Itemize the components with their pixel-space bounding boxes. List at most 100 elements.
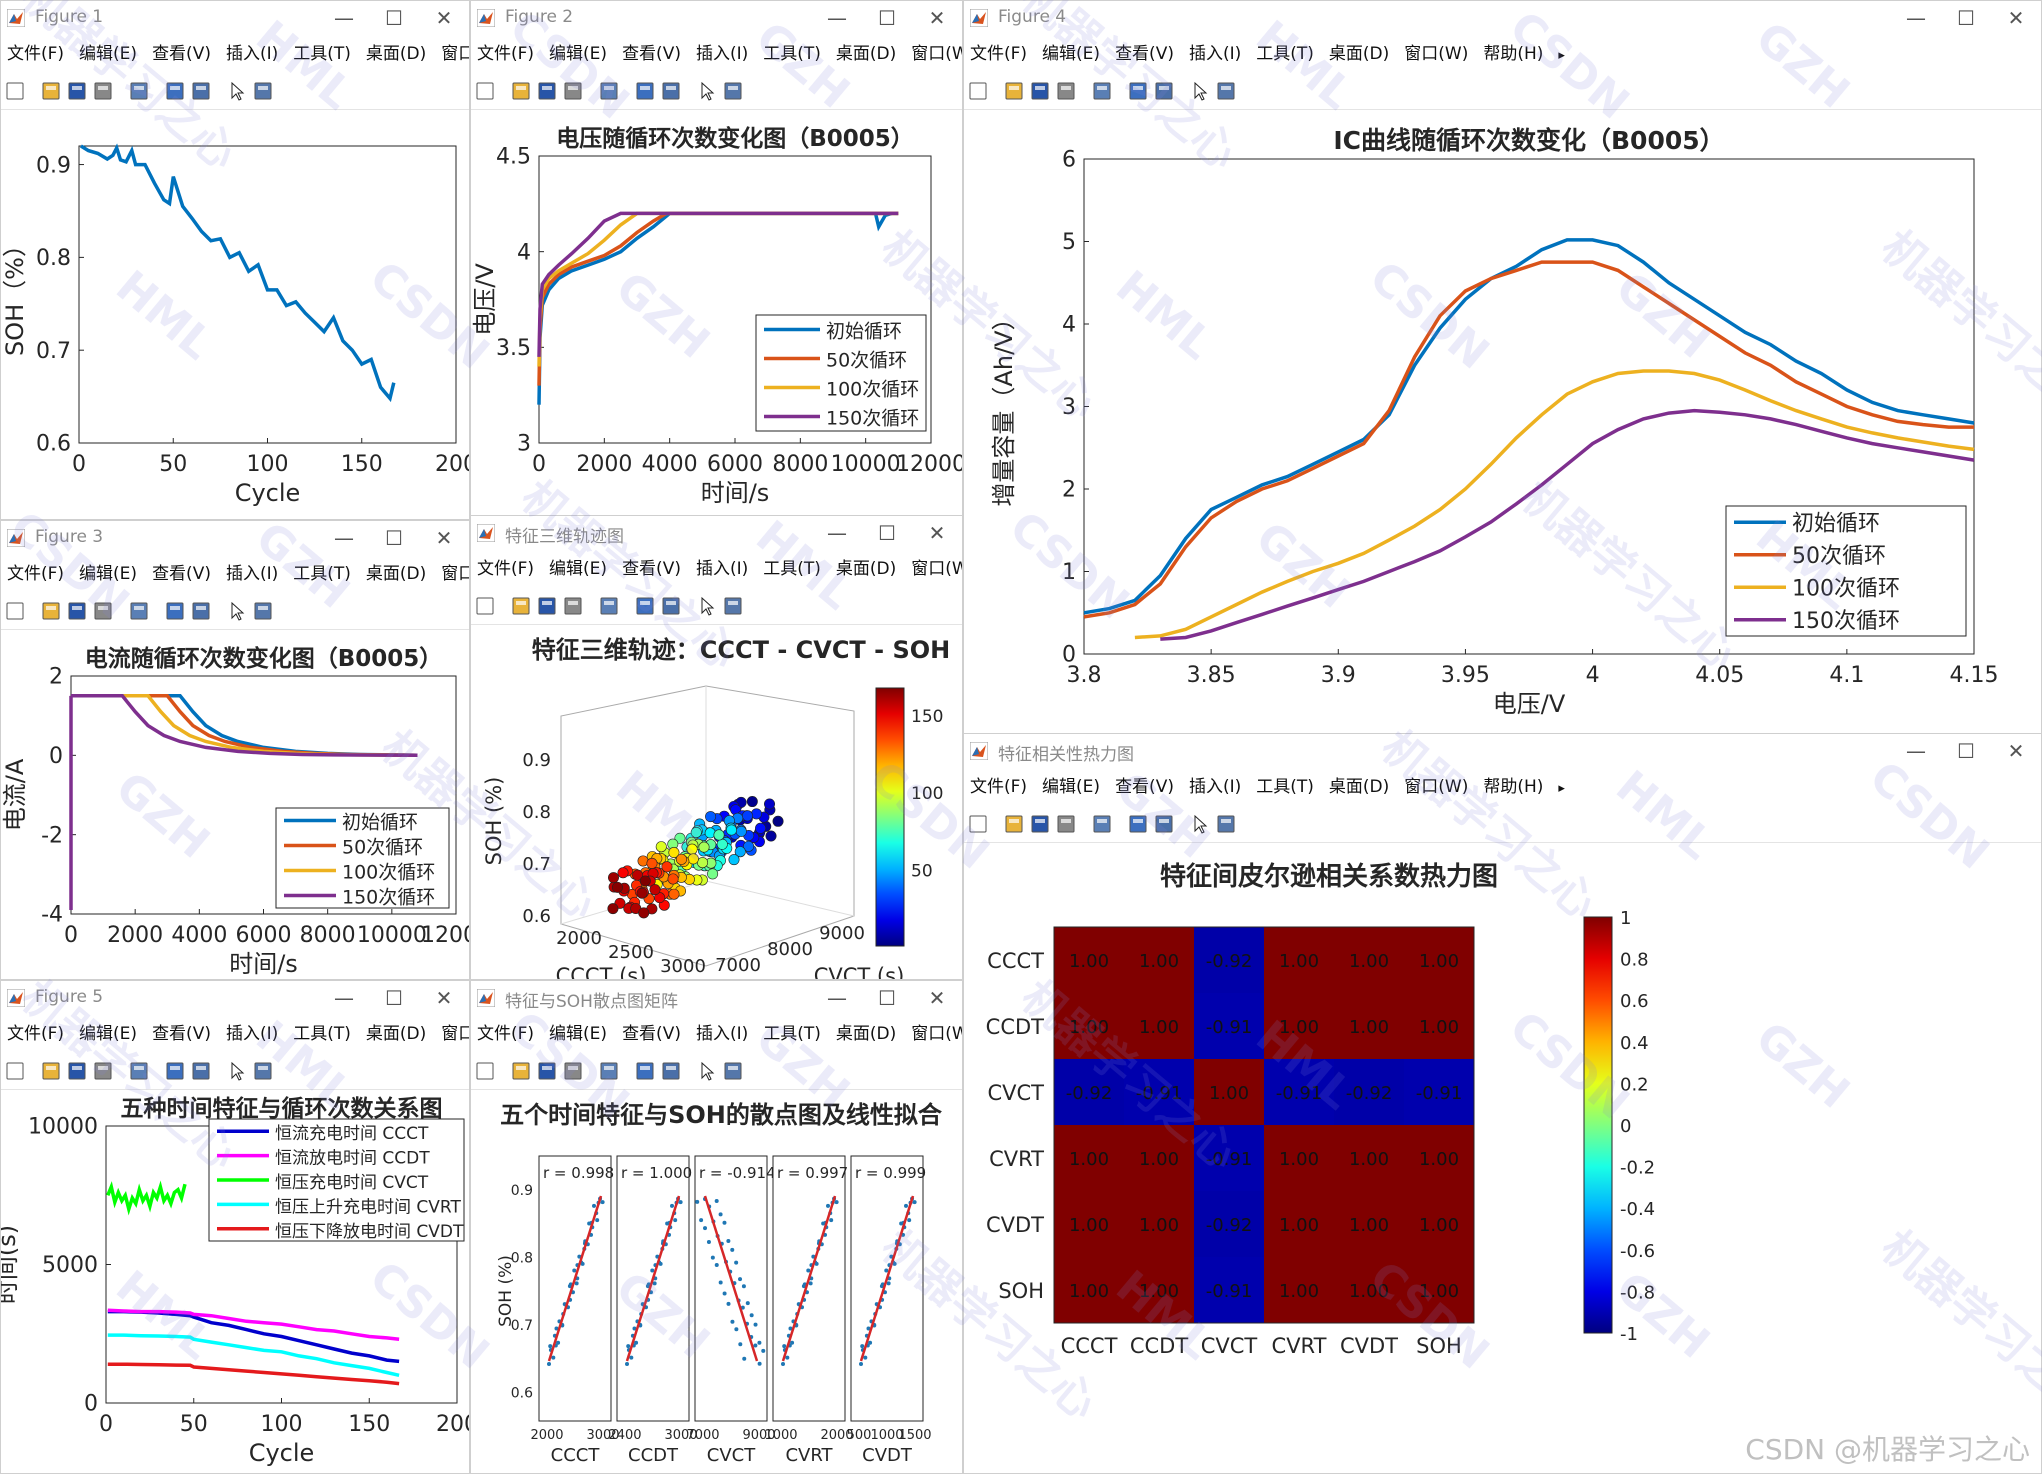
new-file-icon[interactable] [475,1061,495,1081]
menu-item[interactable]: 编辑(E) [1042,44,1101,64]
scatter-panel[interactable]: r = -0.914 [694,1155,776,1422]
property-editor-icon[interactable] [1216,814,1236,834]
menu-item[interactable]: 插入(I) [695,559,749,579]
pointer-icon[interactable] [227,601,247,621]
scatter-panel[interactable]: r = 0.998 [538,1155,614,1422]
open-folder-icon[interactable] [511,1061,531,1081]
print-icon[interactable] [93,1061,113,1081]
menu-item[interactable]: 编辑(E) [79,564,138,584]
new-file-icon[interactable] [5,601,25,621]
insert-legend-icon[interactable] [191,601,211,621]
menu-item[interactable]: 窗口(W) [911,44,962,64]
save-icon[interactable] [537,1061,557,1081]
close-icon[interactable]: ✕ [928,521,946,545]
menu-item[interactable]: 桌面(D) [365,1024,427,1044]
menu-item[interactable]: 文件(F) [7,44,65,64]
print-icon[interactable] [563,1061,583,1081]
menu-item[interactable]: 桌面(D) [835,559,897,579]
property-editor-icon[interactable] [723,596,743,616]
maximize-icon[interactable]: ☐ [1957,739,1975,763]
maximize-icon[interactable]: ☐ [385,6,403,30]
link-plot-icon[interactable] [129,81,149,101]
open-folder-icon[interactable] [511,81,531,101]
insert-colorbar-icon[interactable] [635,596,655,616]
menu-item[interactable]: 工具(T) [763,559,821,579]
property-editor-icon[interactable] [723,81,743,101]
link-plot-icon[interactable] [599,81,619,101]
menu-item[interactable]: 插入(I) [225,1024,279,1044]
minimize-icon[interactable]: — [1906,6,1926,30]
menu-item[interactable]: 查看(V) [622,559,681,579]
open-folder-icon[interactable] [1004,81,1024,101]
pointer-icon[interactable] [697,81,717,101]
open-folder-icon[interactable] [41,81,61,101]
menu-item[interactable]: 帮助(H) [1483,777,1544,797]
new-file-icon[interactable] [968,81,988,101]
property-editor-icon[interactable] [253,81,273,101]
minimize-icon[interactable]: — [334,986,354,1010]
insert-legend-icon[interactable] [1154,81,1174,101]
menu-item[interactable]: 桌面(D) [835,1024,897,1044]
print-icon[interactable] [93,81,113,101]
menu-item[interactable]: 编辑(E) [79,1024,138,1044]
menu-item[interactable]: 桌面(D) [365,44,427,64]
link-plot-icon[interactable] [599,1061,619,1081]
minimize-icon[interactable]: — [334,526,354,550]
scatter-panel[interactable]: r = 1.000 [616,1155,692,1422]
menu-item[interactable]: 文件(F) [970,777,1028,797]
menu-item[interactable]: 编辑(E) [549,44,608,64]
new-file-icon[interactable] [475,81,495,101]
property-editor-icon[interactable] [253,601,273,621]
print-icon[interactable] [1056,814,1076,834]
pointer-icon[interactable] [227,81,247,101]
pointer-icon[interactable] [697,596,717,616]
legend[interactable]: 恒流充电时间 CCCT 恒流放电时间 CCDT 恒压充电时间 CVCT 恒压上升充电时… [208,1118,465,1242]
link-plot-icon[interactable] [129,1061,149,1081]
new-file-icon[interactable] [475,596,495,616]
link-plot-icon[interactable] [129,601,149,621]
menu-item[interactable]: 编辑(E) [79,44,138,64]
new-file-icon[interactable] [968,814,988,834]
plot-area[interactable]: 特征三维轨迹：CCCT - CVCT - SOH 0.6 0.7 0.8 0.9 SOH … [471,626,963,980]
scatter-panel[interactable]: r = 0.997 [772,1155,848,1422]
menu-item[interactable]: 文件(F) [7,1024,65,1044]
link-plot-icon[interactable] [1092,81,1112,101]
plot-area[interactable]: 0 50 100 150 200 0.6 0.7 0.8 0.9 Cycle SOH（%） [1,111,470,520]
menu-item[interactable]: 插入(I) [225,564,279,584]
menu-item[interactable]: 工具(T) [293,44,351,64]
insert-colorbar-icon[interactable] [1128,81,1148,101]
maximize-icon[interactable]: ☐ [1957,6,1975,30]
menu-item[interactable]: 插入(I) [1188,44,1242,64]
insert-legend-icon[interactable] [661,81,681,101]
menu-item[interactable]: 帮助(H) [1483,44,1544,64]
close-icon[interactable]: ✕ [2007,6,2025,30]
close-icon[interactable]: ✕ [928,6,946,30]
print-icon[interactable] [1056,81,1076,101]
figure1-window[interactable]: Figure 1 — ☐ ✕ 文件(F) 编辑(E) 查看(V) 插入(I) 工具(T) 桌面(D… [0,0,470,520]
insert-colorbar-icon[interactable] [165,1061,185,1081]
pointer-icon[interactable] [227,1061,247,1081]
property-editor-icon[interactable] [1216,81,1236,101]
axes-3d[interactable] [560,685,855,967]
new-file-icon[interactable] [5,1061,25,1081]
maximize-icon[interactable]: ☐ [385,526,403,550]
menu-item[interactable]: 窗口(W) [1404,44,1469,64]
legend[interactable]: 初始循环 50次循环 100次循环 150次循环 [755,314,927,432]
plot-area[interactable]: 0 50 100 150 200 0 5000 10000 五种时间特征与循环次数关系图 Cycl… [1,1091,470,1474]
insert-colorbar-icon[interactable] [635,81,655,101]
print-icon[interactable] [563,81,583,101]
menu-item[interactable]: 插入(I) [695,1024,749,1044]
link-plot-icon[interactable] [1092,814,1112,834]
minimize-icon[interactable]: — [827,986,847,1010]
insert-colorbar-icon[interactable] [635,1061,655,1081]
menu-item[interactable]: 插入(I) [1188,777,1242,797]
save-icon[interactable] [537,81,557,101]
menu-item[interactable]: 窗口(W) [911,559,962,579]
scatter-matrix-window[interactable]: 特征与SOH散点图矩阵 — ☐ ✕ 文件(F) 编辑(E) 查看(V) 插入(I) 工具(T) 桌… [470,980,963,1474]
insert-colorbar-icon[interactable] [165,81,185,101]
insert-legend-icon[interactable] [661,596,681,616]
menu-item[interactable]: 窗口(W) [1404,777,1469,797]
open-folder-icon[interactable] [1004,814,1024,834]
menu-item[interactable]: 桌面(D) [1328,777,1390,797]
